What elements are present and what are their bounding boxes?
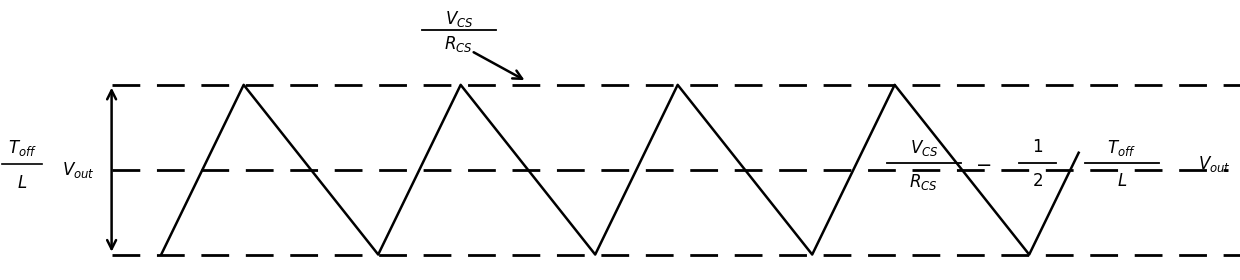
- Text: $V_{out}$: $V_{out}$: [62, 160, 94, 180]
- Text: $-$: $-$: [975, 155, 991, 173]
- Text: $2$: $2$: [1032, 173, 1043, 190]
- Text: $1$: $1$: [1032, 139, 1043, 156]
- Text: $L$: $L$: [17, 175, 27, 192]
- Text: $T_{off}$: $T_{off}$: [1107, 138, 1136, 158]
- Text: $R_{CS}$: $R_{CS}$: [444, 34, 474, 54]
- Text: $V_{out}$: $V_{out}$: [1198, 154, 1230, 174]
- Text: $V_{CS}$: $V_{CS}$: [445, 9, 472, 29]
- Text: $L$: $L$: [1117, 173, 1127, 190]
- Text: $T_{off}$: $T_{off}$: [7, 138, 37, 158]
- Text: $V_{CS}$: $V_{CS}$: [910, 138, 937, 158]
- Text: $R_{CS}$: $R_{CS}$: [909, 172, 939, 192]
